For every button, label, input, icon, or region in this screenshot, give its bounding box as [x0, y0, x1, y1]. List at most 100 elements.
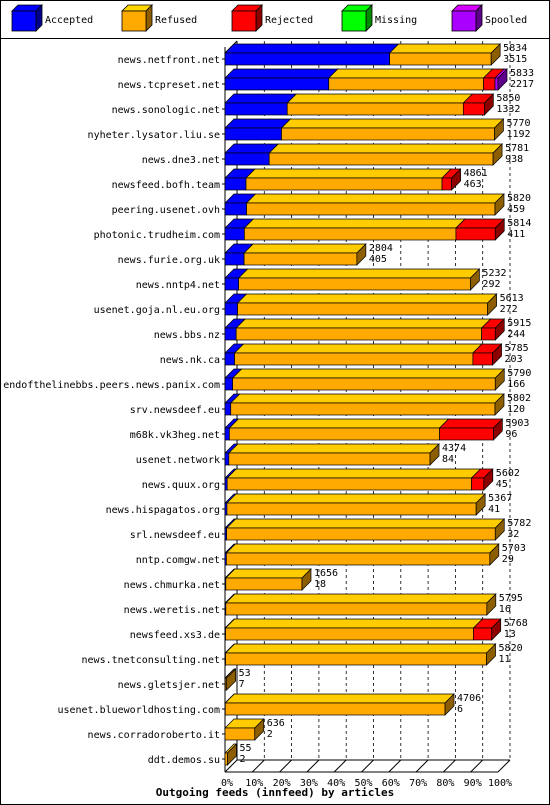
feed-name: newsfeed.bofh.team [112, 180, 220, 191]
feed-name: peering.usenet.ovh [112, 205, 220, 216]
floor-tick [361, 759, 374, 773]
bar-side [489, 543, 500, 566]
bar-accepted [224, 102, 288, 116]
legend-label: Refused [155, 15, 197, 26]
bar-top-refused [233, 343, 483, 354]
accepted-label: 32 [507, 529, 519, 540]
feed-name: usenet.goja.nl.eu.org [94, 305, 220, 316]
x-tick-label: 50% [354, 778, 372, 789]
legend-swatch [11, 10, 37, 32]
feed-name: news.chmurka.net [124, 580, 220, 591]
total-label: 4706 [457, 693, 481, 704]
bar-side [301, 568, 312, 591]
bar-side [356, 243, 367, 266]
floor-tick [306, 759, 320, 773]
bar-refused [328, 77, 484, 91]
accepted-label: 45 [496, 479, 508, 490]
x-tick-label: 40% [327, 778, 345, 789]
bar-accepted [224, 452, 230, 466]
feed-name: news.corradoroberto.it [88, 730, 220, 741]
bar-top-refused [224, 593, 497, 604]
accepted-label: 16 [499, 604, 511, 615]
bar-side [483, 468, 494, 491]
bar-top-refused [225, 518, 506, 529]
bar-side [226, 668, 236, 691]
bar-accepted [224, 77, 330, 91]
feed-row: ddt.demos.su 552 [148, 743, 252, 766]
bar-accepted [224, 152, 270, 166]
bar-top-refused [224, 568, 312, 579]
bar-side [494, 518, 505, 541]
x-tick-label: 70% [409, 778, 427, 789]
total-label: 55 [239, 743, 251, 754]
total-label: 5814 [507, 218, 531, 229]
feed-name: news.hispagatos.org [106, 505, 220, 516]
bar-refused [229, 427, 440, 441]
bar-side [254, 718, 265, 741]
feed-name: nntp.comgw.net [136, 555, 220, 566]
bar-side [490, 43, 501, 66]
bar-rejected [483, 77, 496, 91]
total-label: 5795 [499, 593, 523, 604]
x-tick-label: 10% [245, 778, 263, 789]
feed-name: news.bbs.nz [154, 330, 220, 341]
feed-name: news.tnetconsulting.net [82, 655, 220, 666]
accepted-label: 938 [505, 154, 523, 165]
legend-swatch [231, 10, 257, 32]
total-label: 5768 [504, 618, 528, 629]
feed-name: news.nk.ca [160, 355, 220, 366]
bar-top-refused [236, 293, 498, 304]
feed-name: nyheter.lysator.liu.se [88, 130, 220, 141]
feed-name: newsfeed.xs3.de [130, 630, 220, 641]
bar-accepted [224, 327, 237, 341]
bar-top-refused [327, 68, 494, 79]
feed-name: news.nntp4.net [136, 280, 220, 291]
x-tick-label: 60% [382, 778, 400, 789]
total-label: 4374 [442, 443, 466, 454]
accepted-label: 2 [267, 729, 273, 740]
bar-refused [244, 227, 457, 241]
legend-item-accepted: Accepted [11, 4, 93, 32]
bar-side [494, 318, 505, 341]
floor-tick [333, 759, 347, 773]
x-tick-label: 90% [464, 778, 482, 789]
bar-top-refused [229, 393, 505, 404]
legend-label: Spooled [485, 15, 527, 26]
bar-side [491, 618, 502, 641]
total-label: 5903 [505, 418, 529, 429]
bar-top-refused [226, 493, 487, 504]
bar-top-refused [227, 443, 440, 454]
bar-top-accepted [224, 118, 292, 129]
accepted-label: 84 [442, 454, 454, 465]
bar-top-refused [224, 693, 455, 704]
feed-name: news.tcpreset.net [118, 80, 220, 91]
total-label: 5790 [507, 368, 531, 379]
floor-tick [470, 759, 484, 773]
bar-accepted [224, 52, 390, 66]
bar-top-refused [388, 43, 502, 54]
feed-row: endofthelinebbs.peers.news.panix.com 5790… [3, 368, 531, 391]
total-label: 5367 [488, 493, 512, 504]
legend-swatch [341, 10, 367, 32]
total-label: 5770 [506, 118, 530, 129]
total-label: 2804 [369, 243, 393, 254]
feed-name: endofthelinebbs.peers.news.panix.com [3, 380, 220, 391]
total-label: 5802 [507, 393, 531, 404]
bar-accepted [224, 427, 230, 441]
bar-refused [237, 302, 488, 316]
feed-name: usenet.network [136, 455, 220, 466]
accepted-label: 29 [502, 554, 514, 565]
bar-top-refused [243, 218, 466, 229]
bar-accepted [224, 402, 232, 416]
legend-label: Missing [375, 15, 417, 26]
